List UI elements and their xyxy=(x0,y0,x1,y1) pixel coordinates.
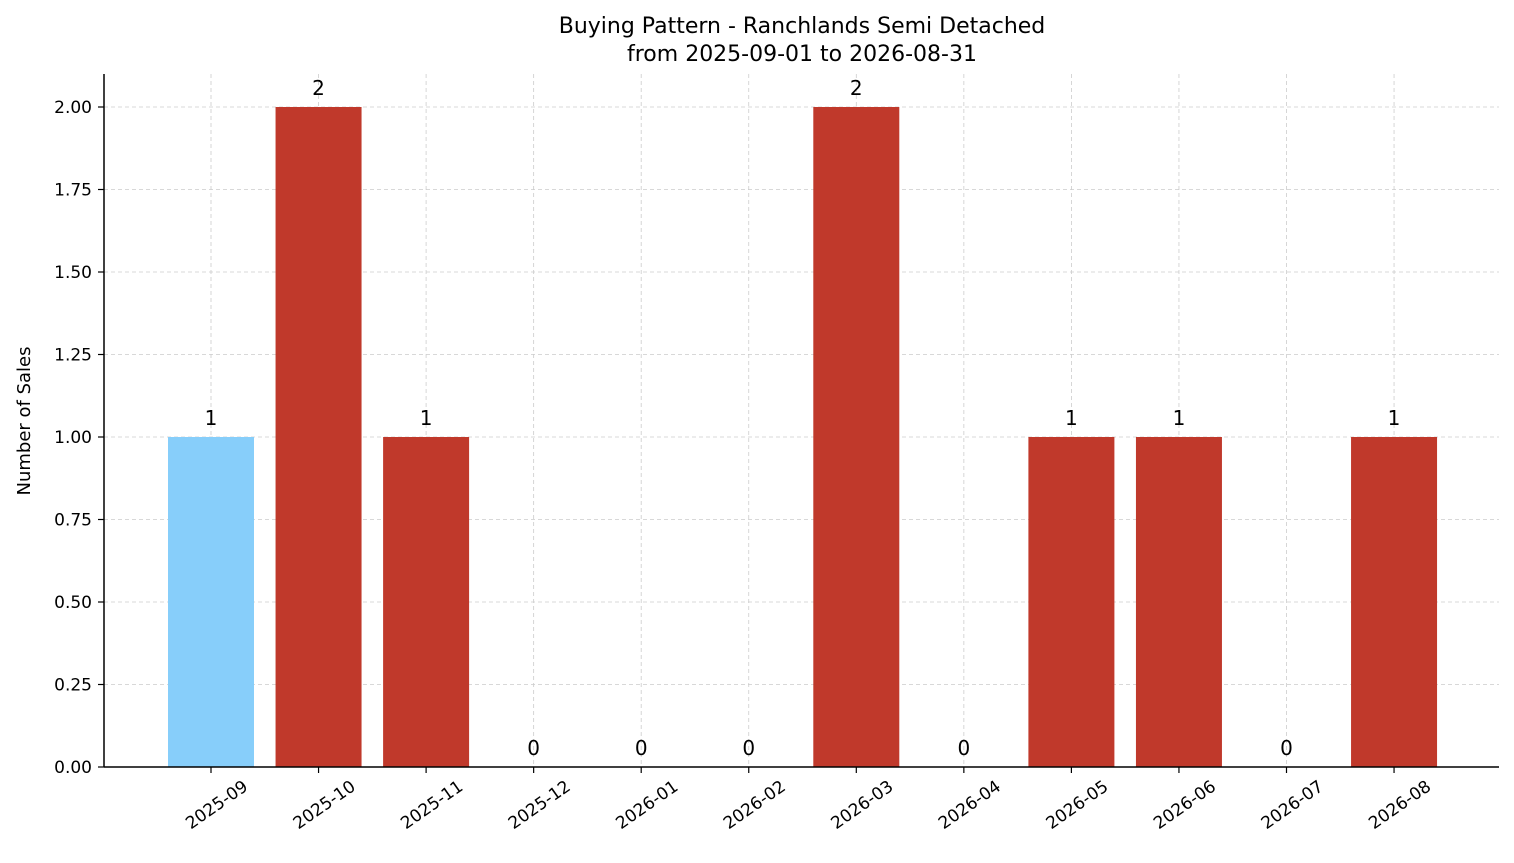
bar-2026-05 xyxy=(1028,437,1115,767)
bar-value-label: 0 xyxy=(635,736,648,760)
chart-title-line1: Buying Pattern - Ranchlands Semi Detache… xyxy=(559,14,1046,39)
x-tick-label: 2025-10 xyxy=(290,777,360,834)
x-tick-label: 2026-05 xyxy=(1043,777,1113,834)
bar-value-label: 1 xyxy=(205,406,218,430)
bar-value-label: 1 xyxy=(1065,406,1078,430)
x-tick-label: 2025-09 xyxy=(182,777,252,834)
bars-layer xyxy=(168,107,1438,767)
bar-value-label: 1 xyxy=(1388,406,1401,430)
bar-2026-08 xyxy=(1351,437,1438,767)
bar-value-label: 2 xyxy=(850,76,863,100)
x-tick-label: 2026-08 xyxy=(1365,777,1435,834)
y-tick-label: 0.00 xyxy=(54,758,92,778)
y-tick-label: 1.50 xyxy=(54,263,92,283)
x-tick-label: 2025-12 xyxy=(505,777,575,834)
bar-2025-10 xyxy=(275,107,362,767)
y-tick-label: 0.50 xyxy=(54,593,92,613)
bar-2026-06 xyxy=(1135,437,1222,767)
y-tick-label: 0.25 xyxy=(54,676,92,696)
y-tick-label: 1.00 xyxy=(54,428,92,448)
bar-value-label: 0 xyxy=(527,736,540,760)
x-tick-label: 2026-01 xyxy=(612,777,682,834)
bar-2025-09 xyxy=(168,437,254,767)
bar-value-label: 2 xyxy=(312,76,325,100)
y-axis-label: Number of Sales xyxy=(14,346,35,495)
y-tick-label: 1.25 xyxy=(54,346,92,366)
y-tick-label: 0.75 xyxy=(54,511,92,531)
bar-2025-11 xyxy=(383,437,470,767)
bar-value-label: 0 xyxy=(957,736,970,760)
x-tick-label: 2026-07 xyxy=(1258,777,1328,834)
bar-labels-layer: 1 2 1 0 0 0 2 0 1 1 0 1 xyxy=(205,76,1401,760)
bar-value-label: 1 xyxy=(1173,406,1186,430)
x-tick-label: 2026-03 xyxy=(828,777,898,834)
bar-value-label: 1 xyxy=(420,406,433,430)
y-tick-label: 2.00 xyxy=(54,98,92,118)
ticks-layer: 0.00 0.25 0.50 0.75 1.00 1.25 1.50 1.75 2.00 2025… xyxy=(54,98,1435,834)
x-tick-label: 2026-06 xyxy=(1150,777,1220,834)
bar-value-label: 0 xyxy=(1280,736,1293,760)
chart-title-line2: from 2025-09-01 to 2026-08-31 xyxy=(627,42,977,67)
x-tick-label: 2026-04 xyxy=(935,777,1005,834)
bar-value-label: 0 xyxy=(742,736,755,760)
x-tick-label: 2025-11 xyxy=(397,777,467,834)
bar-2026-03 xyxy=(813,107,900,767)
x-tick-label: 2026-02 xyxy=(720,777,790,834)
y-tick-label: 1.75 xyxy=(54,181,92,201)
